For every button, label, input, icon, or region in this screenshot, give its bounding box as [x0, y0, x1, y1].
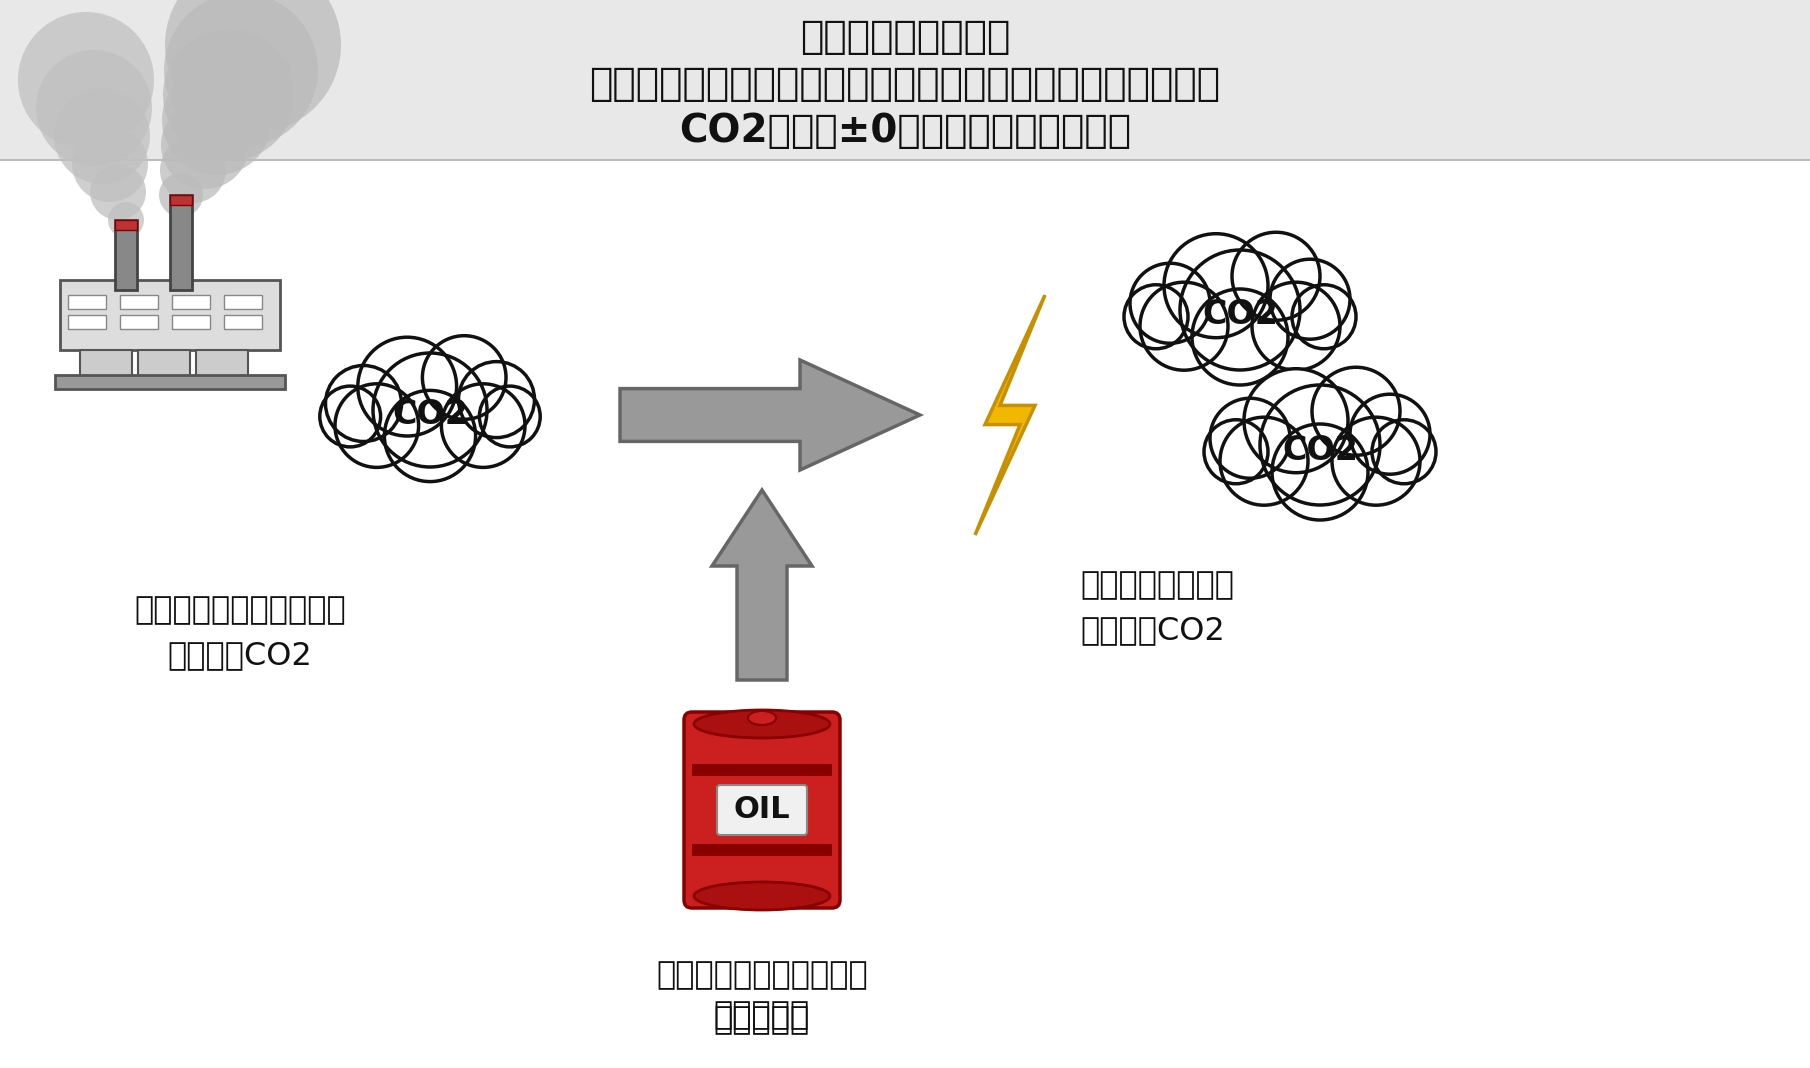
Text: CO2: CO2 — [393, 398, 469, 431]
Text: OIL: OIL — [733, 796, 791, 824]
Circle shape — [1140, 282, 1227, 371]
FancyBboxPatch shape — [172, 295, 210, 309]
FancyBboxPatch shape — [684, 712, 840, 908]
FancyBboxPatch shape — [69, 315, 107, 329]
Circle shape — [1211, 398, 1291, 478]
Circle shape — [1260, 384, 1379, 505]
FancyBboxPatch shape — [170, 195, 192, 290]
FancyBboxPatch shape — [116, 220, 138, 230]
Text: ＜火力発電の場合＞: ＜火力発電の場合＞ — [800, 18, 1010, 56]
Circle shape — [1233, 232, 1319, 320]
Circle shape — [54, 88, 150, 184]
Circle shape — [458, 362, 534, 438]
Circle shape — [165, 0, 340, 134]
Circle shape — [1292, 285, 1356, 349]
Circle shape — [335, 383, 418, 468]
Text: 電気を作るために必要な
エネルギー: 電気を作るために必要な エネルギー — [657, 960, 867, 1036]
Polygon shape — [621, 360, 919, 470]
FancyBboxPatch shape — [172, 315, 210, 329]
FancyBboxPatch shape — [138, 350, 190, 378]
Circle shape — [163, 29, 295, 161]
Polygon shape — [711, 490, 813, 680]
Text: エネルギー: エネルギー — [713, 1000, 811, 1031]
Circle shape — [165, 0, 319, 147]
Text: 製造・建設及び廃棄時に
発生するCO2: 製造・建設及び廃棄時に 発生するCO2 — [134, 595, 346, 672]
Ellipse shape — [748, 711, 776, 725]
Circle shape — [1124, 285, 1187, 349]
Circle shape — [1193, 289, 1289, 384]
FancyBboxPatch shape — [0, 0, 1810, 160]
Circle shape — [72, 126, 148, 202]
Circle shape — [1372, 420, 1435, 484]
Circle shape — [18, 12, 154, 148]
Circle shape — [1332, 418, 1421, 505]
FancyBboxPatch shape — [717, 785, 807, 835]
FancyBboxPatch shape — [119, 295, 157, 309]
Polygon shape — [976, 295, 1044, 535]
Circle shape — [326, 365, 402, 441]
Circle shape — [1271, 260, 1350, 340]
Circle shape — [1220, 418, 1309, 505]
Circle shape — [384, 391, 476, 482]
Circle shape — [1253, 282, 1339, 371]
Circle shape — [1272, 424, 1368, 520]
Circle shape — [320, 387, 380, 446]
Text: CO2: CO2 — [1281, 434, 1358, 467]
FancyBboxPatch shape — [224, 295, 262, 309]
Circle shape — [161, 101, 250, 189]
Circle shape — [159, 137, 226, 203]
Circle shape — [1350, 394, 1430, 474]
Circle shape — [1129, 263, 1211, 343]
FancyBboxPatch shape — [80, 350, 132, 384]
Circle shape — [36, 50, 152, 166]
FancyBboxPatch shape — [170, 195, 192, 205]
Circle shape — [422, 335, 507, 420]
Circle shape — [1312, 367, 1399, 455]
FancyBboxPatch shape — [54, 375, 284, 389]
FancyBboxPatch shape — [224, 315, 262, 329]
Text: 電気を作るためには、エネルギーを投入し続ける必要あり。: 電気を作るためには、エネルギーを投入し続ける必要あり。 — [590, 65, 1220, 103]
Circle shape — [90, 164, 147, 220]
FancyBboxPatch shape — [116, 220, 138, 290]
Circle shape — [109, 202, 145, 238]
Circle shape — [442, 383, 525, 468]
FancyBboxPatch shape — [691, 844, 833, 855]
FancyBboxPatch shape — [691, 765, 833, 776]
FancyBboxPatch shape — [119, 315, 157, 329]
Circle shape — [358, 337, 456, 436]
Circle shape — [1164, 234, 1269, 337]
Circle shape — [1180, 250, 1300, 370]
Text: CO2排出量±0にすることは不可能。: CO2排出量±0にすることは不可能。 — [679, 112, 1131, 150]
FancyBboxPatch shape — [60, 280, 281, 350]
Ellipse shape — [693, 882, 831, 910]
Text: CO2: CO2 — [1202, 298, 1278, 331]
Circle shape — [1204, 420, 1269, 484]
Circle shape — [159, 173, 203, 217]
Circle shape — [163, 65, 272, 175]
Circle shape — [1243, 368, 1348, 473]
Circle shape — [373, 354, 487, 467]
FancyBboxPatch shape — [195, 350, 248, 384]
FancyBboxPatch shape — [69, 295, 107, 309]
Circle shape — [480, 387, 539, 446]
Ellipse shape — [693, 710, 831, 738]
Text: 電気を作るときに
発生するCO2: 電気を作るときに 発生するCO2 — [1081, 570, 1234, 646]
